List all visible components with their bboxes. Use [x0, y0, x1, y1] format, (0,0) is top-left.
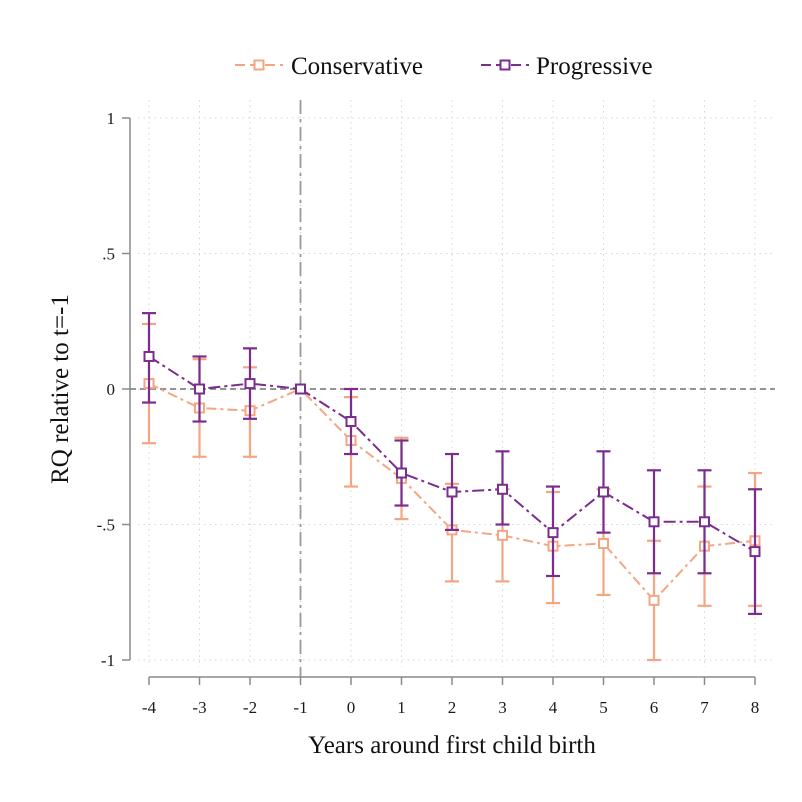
y-tick-label: -.5	[97, 516, 115, 535]
x-tick-label: 3	[498, 698, 507, 717]
x-tick-label: -2	[243, 698, 257, 717]
legend-label: Conservative	[291, 53, 423, 80]
x-tick-label: -3	[192, 698, 206, 717]
y-tick-label: 0	[107, 380, 116, 399]
reference-lines	[130, 100, 775, 677]
x-tick-label: 5	[599, 698, 608, 717]
data-point	[446, 486, 458, 498]
legend-marker	[253, 59, 265, 71]
x-tick-label: 4	[549, 698, 558, 717]
x-tick-label: 8	[751, 698, 760, 717]
legend-label: Progressive	[536, 53, 653, 80]
data-point	[699, 516, 710, 528]
legend-item-progressive: Progressive	[481, 53, 653, 80]
data-point	[194, 383, 205, 395]
data-point	[295, 383, 306, 395]
x-tick-label: -4	[142, 698, 157, 717]
data-point	[648, 594, 660, 606]
y-tick-label: -1	[101, 651, 115, 670]
data-point	[396, 467, 407, 479]
x-tick-label: -1	[293, 698, 307, 717]
x-tick-label: 0	[347, 698, 356, 717]
data-point	[497, 483, 508, 495]
legend-item-conservative: Conservative	[235, 53, 423, 80]
x-tick-label: 1	[397, 698, 406, 717]
data-point	[497, 529, 508, 541]
series-progressive	[142, 312, 762, 616]
data-point	[648, 516, 660, 528]
data-point	[244, 378, 256, 390]
data-point	[547, 527, 559, 539]
series-layer	[142, 312, 762, 662]
legend: Conservative Progressive	[235, 53, 653, 80]
data-point	[143, 350, 155, 362]
axes: -1 -.5 0 .5 1 -4 -3 -2 -1 0 1 2 3 4 5 6 7 8	[97, 109, 760, 717]
x-tick-label: 2	[448, 698, 457, 717]
x-axis-title: Years around first child birth	[308, 732, 596, 759]
x-tick-label: 7	[700, 698, 709, 717]
y-axis-title: RQ relative to t=-1	[47, 294, 74, 484]
y-tick-label: 1	[107, 109, 116, 128]
x-tick-label: 6	[650, 698, 659, 717]
data-point	[598, 537, 609, 549]
data-point	[749, 546, 761, 558]
data-point	[345, 416, 357, 428]
legend-marker	[499, 59, 511, 71]
y-tick-label: .5	[102, 245, 115, 264]
data-point	[598, 486, 609, 498]
